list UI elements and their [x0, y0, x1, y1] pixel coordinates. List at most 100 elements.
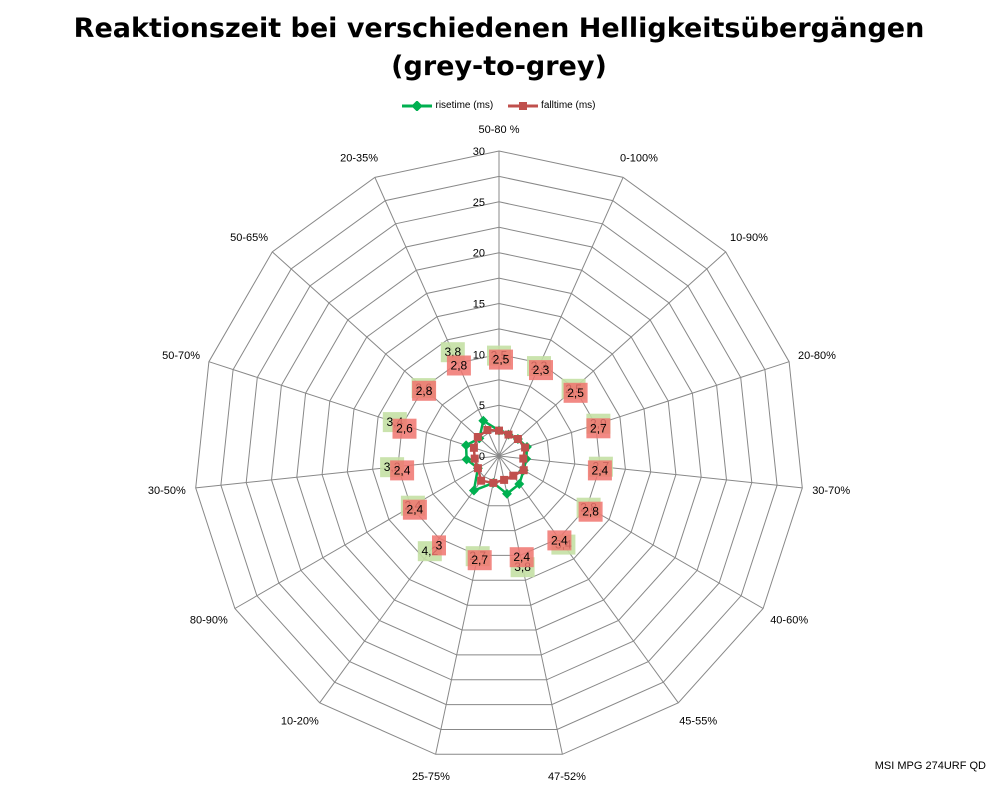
- data-label-falltime: 2,5: [489, 349, 513, 370]
- grid-ring: [245, 201, 753, 706]
- data-point-falltime: [495, 426, 503, 435]
- category-label: 20-80%: [798, 350, 836, 362]
- grid-spoke: [498, 455, 803, 489]
- data-point-falltime: [473, 433, 482, 441]
- radial-tick-label: 10: [473, 349, 485, 361]
- svg-text:2,5: 2,5: [567, 386, 584, 400]
- data-label-falltime: 2,4: [390, 460, 415, 481]
- grid-ring: [270, 226, 728, 681]
- grid-ring: [397, 353, 601, 556]
- data-label-falltime: 2,7: [586, 418, 611, 439]
- data-point-falltime: [504, 430, 513, 439]
- category-label: 40-60%: [770, 615, 808, 627]
- data-point-falltime: [519, 466, 528, 475]
- data-label-falltime: 2,4: [547, 530, 572, 551]
- radial-tick-label: 5: [479, 400, 485, 412]
- svg-text:2,4: 2,4: [407, 503, 424, 517]
- grid-spoke: [498, 361, 790, 457]
- data-point-falltime: [521, 443, 530, 452]
- data-point-risetime: [461, 454, 472, 465]
- svg-text:2,8: 2,8: [416, 384, 433, 398]
- data-point-falltime: [477, 476, 486, 485]
- data-point-risetime: [478, 415, 489, 426]
- svg-text:2,4: 2,4: [551, 533, 568, 547]
- data-point-falltime: [489, 478, 498, 487]
- grid-spoke: [498, 455, 764, 609]
- data-point-risetime: [502, 488, 512, 499]
- data-point-falltime: [473, 464, 482, 473]
- data-point-risetime: [468, 485, 479, 496]
- category-label: 45-55%: [679, 716, 717, 728]
- chart-title: Reaktionszeit bei verschiedenen Helligke…: [0, 10, 998, 86]
- grid-ring: [195, 150, 803, 755]
- data-label-falltime: 2,6: [392, 418, 417, 439]
- category-label: 50-80 %: [479, 124, 520, 136]
- chart-title-line-1: Reaktionszeit bei verschiedenen Helligke…: [73, 13, 925, 44]
- grid-ring: [321, 277, 677, 631]
- svg-text:2,5: 2,5: [493, 353, 510, 367]
- grid-spoke: [498, 455, 563, 755]
- chart-title-line-2: (grey-to-grey): [391, 51, 607, 82]
- category-label: 20-35%: [340, 152, 378, 164]
- data-point-falltime: [509, 471, 518, 480]
- watermark: MSI MPG 274URF QD: [874, 760, 986, 772]
- grid-spoke: [234, 455, 500, 609]
- grid-spoke: [208, 361, 500, 457]
- svg-text:2,4: 2,4: [394, 463, 411, 477]
- series-line-falltime: [472, 428, 527, 485]
- legend-swatch-risetime: [402, 100, 433, 111]
- grid-spoke: [498, 251, 727, 457]
- radial-tick-label: 15: [473, 299, 485, 311]
- svg-text:2,4: 2,4: [513, 550, 530, 564]
- data-label-falltime: 2,8: [446, 355, 471, 376]
- data-label-falltime: 2,4: [587, 460, 612, 481]
- data-label-falltime: 2,8: [412, 380, 437, 401]
- radial-tick-label: 20: [473, 248, 485, 260]
- data-point-falltime: [483, 426, 492, 434]
- data-label-falltime: 2,3: [529, 360, 553, 381]
- grid-ring: [372, 328, 626, 581]
- svg-text:2,8: 2,8: [582, 505, 599, 519]
- legend: risetime (ms) falltime (ms): [0, 100, 998, 114]
- radar-data-labels: 2,52,32,52,92,72,83,43,82,74,22,43,23,42…: [380, 342, 613, 578]
- category-label: 30-70%: [812, 485, 850, 497]
- radial-tick-label: 0: [479, 451, 485, 463]
- grid-spoke: [195, 455, 500, 489]
- grid-ring: [346, 302, 652, 606]
- legend-item-risetime: risetime (ms): [402, 100, 493, 111]
- data-point-risetime: [514, 479, 525, 489]
- data-label-falltime: 2,7: [467, 550, 492, 571]
- category-label: 47-52%: [548, 771, 586, 783]
- category-label: 80-90%: [190, 615, 228, 627]
- category-label: 50-70%: [162, 350, 200, 362]
- category-label: 10-90%: [730, 232, 768, 244]
- grid-spoke: [498, 177, 624, 457]
- radial-tick-label: 25: [473, 197, 485, 209]
- legend-swatch-falltime: [508, 101, 539, 110]
- svg-text:2,8: 2,8: [451, 359, 468, 373]
- data-label-falltime: 2,5: [563, 382, 588, 403]
- svg-text:2,7: 2,7: [590, 421, 607, 435]
- data-point-falltime: [470, 454, 479, 463]
- data-point-falltime: [500, 475, 509, 484]
- data-label-falltime: 2,4: [402, 499, 427, 520]
- grid-ring: [447, 404, 551, 507]
- radial-tick-label: 30: [473, 146, 485, 158]
- category-label: 30-50%: [148, 485, 186, 497]
- radar-grid: 50-80 % 0-100% 10-90% 20-80% 30-70% 40-60% 45-…: [148, 124, 850, 783]
- data-label-falltime: 2,8: [578, 501, 603, 522]
- grid-spoke: [319, 455, 500, 704]
- svg-text:2,6: 2,6: [396, 422, 413, 436]
- data-label-falltime: 3: [432, 535, 446, 556]
- svg-text:2,4: 2,4: [592, 463, 609, 477]
- svg-text:2,3: 2,3: [533, 363, 550, 377]
- category-label: 50-65%: [230, 232, 268, 244]
- svg-text:2,7: 2,7: [471, 553, 488, 567]
- grid-spoke: [374, 177, 500, 457]
- category-label: 0-100%: [620, 152, 658, 164]
- category-label: 10-20%: [281, 716, 319, 728]
- data-point-falltime: [519, 454, 528, 463]
- grid-spoke: [271, 251, 500, 457]
- legend-label-risetime: risetime (ms): [435, 100, 494, 111]
